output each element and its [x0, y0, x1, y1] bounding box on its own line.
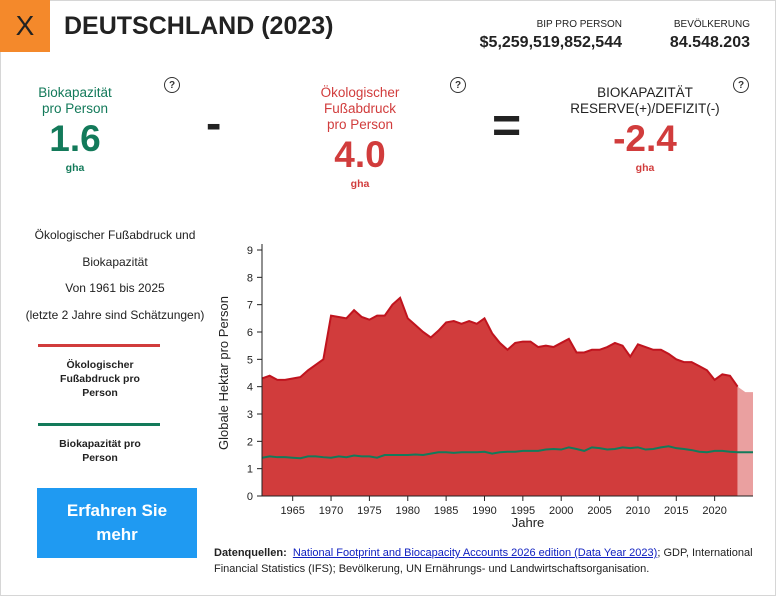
legend-biocapacity: Biokapazität pro Person: [52, 437, 148, 465]
y-tick-label-4: 4: [247, 382, 253, 394]
footprint-value: 4.0: [334, 134, 386, 175]
footprint-label-line2: Fußabdruck: [323, 101, 397, 116]
x-tick-label-2010: 2010: [626, 505, 650, 517]
legend-footprint-line2: Fußabdruck pro: [60, 373, 140, 385]
equals-sign: =: [492, 97, 522, 153]
reserve-label-line2: RESERVE(+)/DEFIZIT(-): [570, 101, 720, 116]
x-tick-label-1995: 1995: [511, 505, 535, 517]
close-button[interactable]: X: [0, 0, 50, 52]
y-tick-label-6: 6: [247, 327, 253, 339]
x-tick-label-1965: 1965: [280, 505, 304, 517]
country-title: DEUTSCHLAND (2023): [64, 12, 334, 40]
footprint-label-line1: Ökologischer: [320, 85, 400, 100]
learn-more-button[interactable]: Erfahren Sie mehr: [37, 488, 197, 558]
legend-footprint-line3: Person: [82, 387, 118, 399]
x-axis-label: Jahre: [512, 515, 545, 530]
footprint-estimate-area: [737, 386, 753, 496]
x-tick-label-1990: 1990: [472, 505, 496, 517]
y-axis-label: Globale Hektar pro Person: [216, 296, 231, 450]
legend-footprint: Ökologischer Fußabdruck pro Person: [52, 358, 148, 400]
description-line2: Biokapazität: [82, 254, 148, 269]
biocapacity-help-icon[interactable]: ?: [164, 77, 180, 93]
biocapacity-metric: Biokapazität pro Person 1.6 gha: [18, 85, 132, 174]
y-tick-label-3: 3: [247, 409, 253, 421]
x-tick-label-1985: 1985: [434, 505, 458, 517]
learn-more-line1: Erfahren Sie: [66, 501, 168, 520]
x-tick-label-2015: 2015: [664, 505, 688, 517]
gdp-label: BIP PRO PERSON: [536, 19, 622, 30]
footprint-area: [262, 297, 738, 496]
legend-footprint-swatch: [38, 344, 160, 347]
y-tick-label-5: 5: [247, 354, 253, 366]
biocapacity-value: 1.6: [49, 118, 101, 159]
footprint-metric: Ökologischer Fußabdruck pro Person 4.0 g…: [296, 85, 424, 190]
sources-label: Datenquellen:: [214, 547, 287, 559]
chart-description: Ökologischer Fußabdruck und Biokapazität…: [8, 222, 222, 328]
x-tick-label-1975: 1975: [357, 505, 381, 517]
footprint-line: [261, 296, 739, 388]
description-line4: (letzte 2 Jahre sind Schätzungen): [25, 307, 205, 322]
gdp-value: $5,259,519,852,544: [479, 34, 622, 51]
y-tick-label-7: 7: [247, 300, 253, 312]
y-tick-label-0: 0: [247, 491, 253, 503]
reserve-help-icon[interactable]: ?: [733, 77, 749, 93]
population-value: 84.548.203: [669, 34, 750, 51]
x-tick-label-1970: 1970: [319, 505, 343, 517]
learn-more-line2: mehr: [96, 525, 138, 544]
y-tick-label-2: 2: [247, 436, 253, 448]
x-tick-label-1980: 1980: [396, 505, 420, 517]
description-line3: Von 1961 bis 2025: [65, 281, 165, 295]
biocapacity-unit: gha: [65, 162, 85, 174]
reserve-value: -2.4: [613, 118, 677, 159]
legend-biocapacity-line1: Biokapazität pro: [59, 438, 141, 450]
biocapacity-label-line1: Biokapazität: [38, 85, 112, 100]
sources-rest: ; GDP, International Financial Statistic…: [214, 547, 753, 575]
footprint-label-line3: pro Person: [326, 117, 394, 132]
biocapacity-line: [261, 445, 753, 460]
y-tick-label-9: 9: [247, 245, 253, 257]
legend-biocapacity-swatch: [38, 423, 160, 426]
y-tick-label-1: 1: [247, 464, 253, 476]
legend-footprint-line1: Ökologischer: [66, 359, 134, 371]
description-line1: Ökologischer Fußabdruck und: [34, 228, 196, 242]
footprint-help-icon[interactable]: ?: [450, 77, 466, 93]
x-tick-label-2020: 2020: [702, 505, 726, 517]
reserve-unit: gha: [635, 162, 655, 174]
legend-biocapacity-line2: Person: [82, 452, 118, 464]
y-tick-label-8: 8: [247, 272, 253, 284]
reserve-metric: BIOKAPAZITÄT RESERVE(+)/DEFIZIT(-) -2.4 …: [560, 85, 730, 174]
footprint-unit: gha: [350, 178, 370, 190]
biocapacity-label-line2: pro Person: [41, 101, 109, 116]
population-label: BEVÖLKERUNG: [673, 19, 750, 30]
minus-sign: -: [206, 97, 222, 149]
x-tick-label-2000: 2000: [549, 505, 573, 517]
sources-link[interactable]: National Footprint and Biocapacity Accou…: [292, 547, 658, 559]
data-sources: Datenquellen: National Footprint and Bio…: [214, 545, 764, 577]
x-tick-label-2005: 2005: [587, 505, 611, 517]
reserve-label-line1: BIOKAPAZITÄT: [597, 85, 693, 100]
